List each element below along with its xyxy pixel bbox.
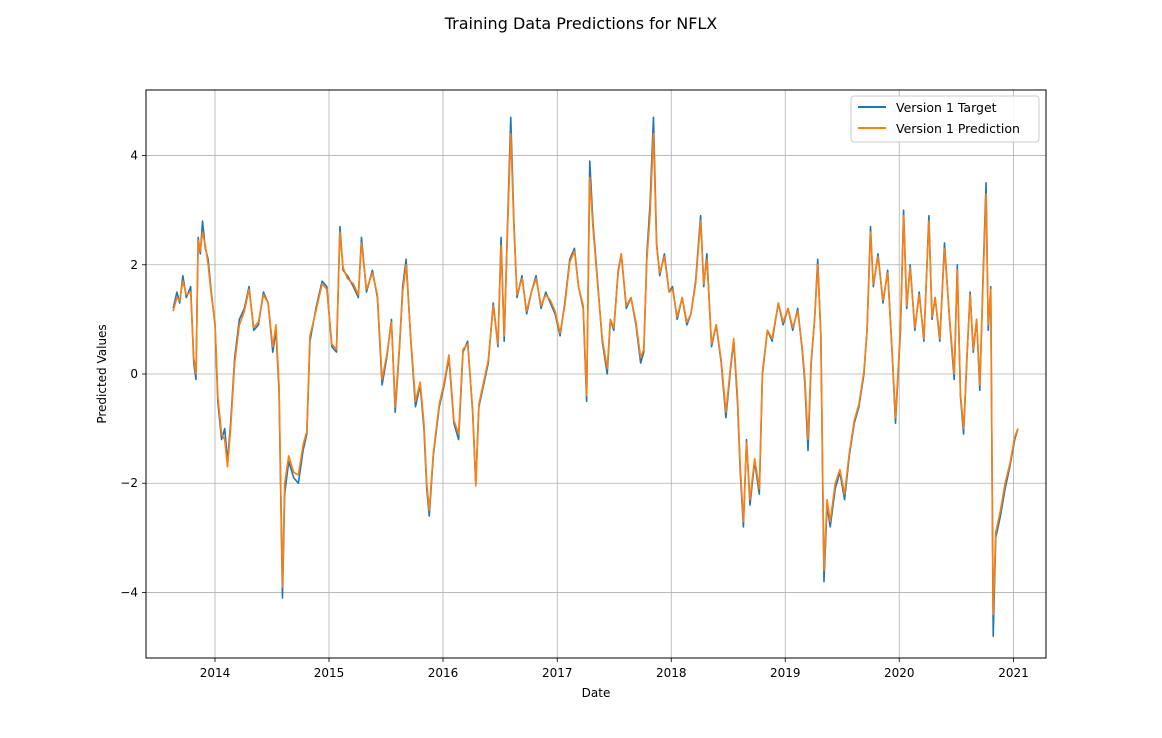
legend-label-target: Version 1 Target [896, 100, 997, 115]
x-axis-label: Date [582, 686, 611, 700]
x-tick-label: 2016 [428, 666, 459, 680]
series-layer [172, 116, 1019, 637]
series-line-prediction [172, 132, 1019, 616]
chart-title: Training Data Predictions for NFLX [444, 14, 718, 33]
y-tick-label: 0 [130, 367, 138, 381]
x-tick-label: 2014 [200, 666, 231, 680]
x-axis: 2014 2015 2016 2017 2018 2019 2020 2021 [200, 658, 1029, 680]
y-tick-label: −2 [120, 476, 138, 490]
x-tick-label: 2018 [656, 666, 687, 680]
x-tick-label: 2019 [770, 666, 801, 680]
y-gridlines [146, 155, 1046, 593]
y-axis: −4 −2 0 2 4 [120, 149, 146, 599]
y-tick-label: −4 [120, 585, 138, 599]
legend: Version 1 Target Version 1 Prediction [850, 95, 1040, 143]
x-tick-label: 2015 [314, 666, 345, 680]
y-tick-label: 4 [130, 149, 138, 163]
legend-box [850, 95, 1040, 143]
y-axis-label: Predicted Values [95, 324, 109, 423]
x-tick-label: 2020 [884, 666, 915, 680]
x-tick-label: 2017 [542, 666, 573, 680]
y-tick-label: 2 [130, 258, 138, 272]
legend-label-prediction: Version 1 Prediction [896, 121, 1020, 136]
x-tick-label: 2021 [998, 666, 1029, 680]
